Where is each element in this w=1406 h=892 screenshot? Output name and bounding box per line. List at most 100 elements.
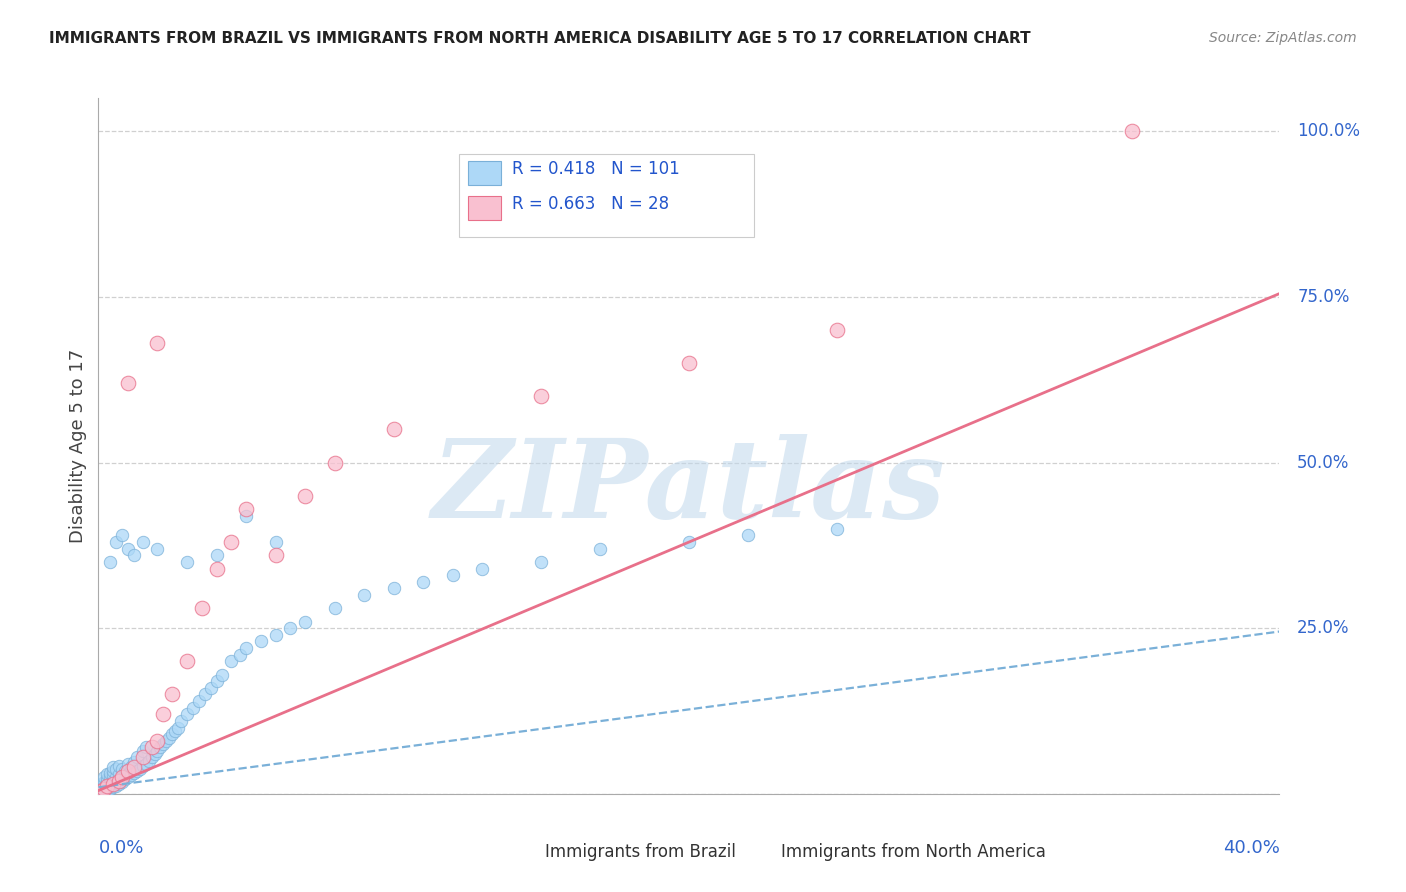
Point: [194, 688, 217, 702]
Point: [294, 489, 316, 503]
Point: [103, 777, 125, 791]
Text: 50.0%: 50.0%: [1298, 453, 1350, 472]
Point: [98, 770, 121, 784]
Point: [382, 582, 405, 596]
Text: 100.0%: 100.0%: [1298, 122, 1360, 140]
Point: [165, 723, 187, 738]
Point: [146, 336, 169, 351]
Point: [93, 783, 115, 797]
Point: [152, 737, 174, 751]
Point: [235, 502, 257, 516]
Point: [152, 707, 174, 722]
Point: [93, 780, 115, 795]
Point: [108, 777, 131, 791]
Point: [132, 744, 155, 758]
Point: [135, 740, 157, 755]
Point: [96, 783, 118, 797]
Point: [103, 780, 125, 795]
Point: [530, 555, 553, 569]
FancyBboxPatch shape: [468, 196, 501, 219]
Point: [96, 767, 118, 781]
Point: [105, 775, 128, 789]
Y-axis label: Disability Age 5 to 17: Disability Age 5 to 17: [69, 349, 87, 543]
Text: 25.0%: 25.0%: [1298, 619, 1350, 637]
Point: [122, 755, 145, 769]
Point: [96, 781, 118, 796]
Point: [132, 759, 155, 773]
Point: [105, 770, 128, 784]
Point: [825, 522, 848, 536]
FancyBboxPatch shape: [458, 153, 754, 237]
Point: [90, 780, 112, 795]
Point: [103, 777, 125, 791]
Point: [323, 456, 346, 470]
Point: [96, 772, 118, 787]
FancyBboxPatch shape: [468, 161, 501, 186]
Point: [278, 621, 302, 635]
Point: [111, 528, 134, 542]
Point: [149, 740, 172, 755]
Point: [589, 541, 612, 556]
Point: [170, 714, 193, 728]
Point: [205, 674, 228, 689]
Point: [132, 535, 155, 549]
Point: [471, 561, 494, 575]
Point: [146, 541, 169, 556]
Point: [125, 750, 148, 764]
Point: [96, 775, 118, 789]
Point: [117, 376, 139, 390]
Text: ZIPatlas: ZIPatlas: [432, 434, 946, 541]
Point: [176, 555, 198, 569]
Point: [117, 541, 139, 556]
Point: [108, 773, 131, 788]
Point: [737, 528, 759, 542]
Point: [114, 764, 136, 778]
Point: [105, 779, 128, 793]
Point: [98, 781, 121, 796]
Point: [93, 781, 115, 796]
Point: [157, 731, 180, 745]
Point: [219, 654, 242, 668]
Point: [264, 628, 287, 642]
Point: [235, 641, 257, 656]
Point: [205, 549, 228, 563]
FancyBboxPatch shape: [742, 843, 772, 863]
Point: [250, 634, 273, 648]
Point: [98, 775, 121, 789]
Point: [122, 765, 145, 780]
Text: IMMIGRANTS FROM BRAZIL VS IMMIGRANTS FROM NORTH AMERICA DISABILITY AGE 5 TO 17 C: IMMIGRANTS FROM BRAZIL VS IMMIGRANTS FRO…: [49, 31, 1031, 46]
Point: [162, 688, 183, 702]
Point: [111, 762, 134, 776]
Point: [105, 535, 128, 549]
Point: [128, 762, 150, 776]
Point: [98, 555, 121, 569]
Point: [105, 762, 128, 776]
Point: [103, 760, 125, 774]
Point: [103, 773, 125, 788]
Point: [412, 574, 434, 589]
Point: [135, 757, 157, 772]
Point: [120, 760, 142, 774]
Point: [264, 535, 287, 549]
Point: [117, 767, 139, 781]
Point: [111, 770, 134, 784]
Point: [125, 764, 148, 778]
Point: [98, 779, 121, 793]
Point: [143, 747, 166, 761]
Point: [162, 727, 183, 741]
Point: [146, 734, 169, 748]
Point: [114, 772, 136, 787]
Point: [181, 700, 204, 714]
Point: [229, 648, 252, 662]
Text: Immigrants from Brazil: Immigrants from Brazil: [546, 843, 735, 861]
Point: [117, 770, 139, 784]
Point: [211, 667, 233, 681]
Point: [93, 779, 115, 793]
Point: [96, 779, 118, 793]
Point: [111, 770, 134, 784]
Point: [122, 549, 145, 563]
Point: [382, 422, 405, 436]
Point: [103, 764, 125, 778]
Text: R = 0.663   N = 28: R = 0.663 N = 28: [512, 194, 669, 213]
Point: [108, 773, 131, 788]
